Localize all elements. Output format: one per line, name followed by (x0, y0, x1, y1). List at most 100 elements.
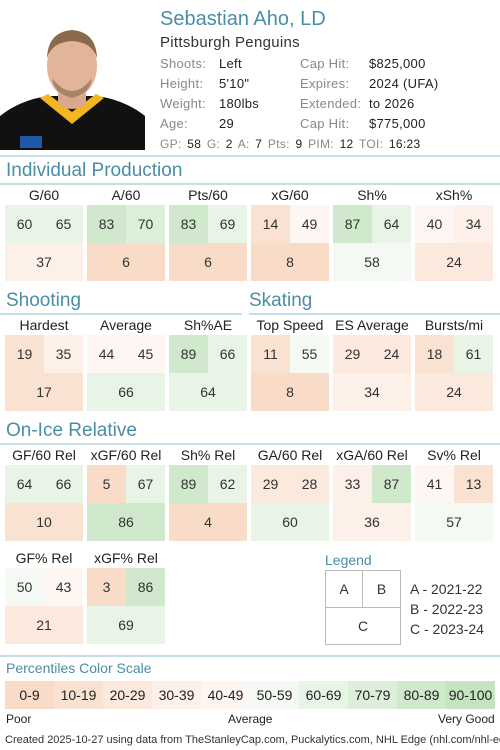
metric-card: A/60 83 70 6 (87, 185, 165, 283)
metric-value-a: 19 (5, 335, 44, 373)
metric-value-a: 29 (333, 335, 372, 373)
metric-label: Hardest (19, 317, 69, 333)
metric-label: xGF/60 Rel (90, 447, 162, 463)
metric-card: xGF% Rel 3 86 69 (87, 548, 165, 646)
metric-value-a: 5 (87, 465, 126, 503)
metric-card: Sv% Rel 41 13 57 (415, 445, 493, 543)
metric-value-a: 44 (87, 335, 126, 373)
metric-label: GF/60 Rel (12, 447, 76, 463)
metric-value-b: 65 (44, 205, 83, 243)
metric-label: xSh% (435, 187, 473, 203)
metric-value-b: 43 (44, 568, 83, 606)
metric-value-c: 69 (87, 606, 165, 644)
metric-value-a: 33 (333, 465, 372, 503)
metric-value-c: 57 (415, 503, 493, 541)
metric-label: Bursts/mi (424, 317, 484, 333)
divider-skating (249, 313, 500, 315)
player-name: Sebastian Aho, LD (160, 8, 326, 30)
metric-value-c: 8 (251, 243, 329, 281)
metric-value-c: 66 (87, 373, 165, 411)
scale-bucket: 10-19 (54, 681, 103, 709)
metric-value-b: 64 (372, 205, 411, 243)
expires-label: Expires: (300, 76, 350, 91)
divider-production (0, 183, 500, 185)
caphit-label: Cap Hit: (300, 56, 350, 71)
metric-value-b: 70 (126, 205, 165, 243)
footer-credits: Created 2025-10-27 using data from TheSt… (5, 734, 500, 746)
shoots-info: Shoots: (160, 56, 207, 71)
metric-card: Bursts/mi 18 61 24 (415, 315, 493, 413)
metric-value-a: 40 (415, 205, 454, 243)
metric-value-c: 21 (5, 606, 83, 644)
metric-value-c: 4 (169, 503, 247, 541)
metric-value-b: 55 (290, 335, 329, 373)
legend-box-a: A (325, 570, 363, 608)
metric-card: Hardest 19 35 17 (5, 315, 83, 413)
metric-value-a: 83 (169, 205, 208, 243)
player-headshot-icon (0, 8, 145, 150)
scale-bucket: 60-69 (299, 681, 348, 709)
metric-card: Top Speed 11 55 8 (251, 315, 329, 413)
height-info: Height: (160, 76, 204, 91)
metric-card: Sh% 87 64 58 (333, 185, 411, 283)
age-value: 29 (219, 116, 235, 131)
metric-card: Average 44 45 66 (87, 315, 165, 413)
divider-shooting (0, 313, 242, 315)
metric-value-b: 24 (372, 335, 411, 373)
metric-value-c: 10 (5, 503, 83, 541)
metric-card: GF% Rel 50 43 21 (5, 548, 83, 646)
metric-value-b: 13 (454, 465, 493, 503)
extended-value: to 2026 (369, 96, 415, 111)
metric-label: Pts/60 (188, 187, 228, 203)
metric-card: ES Average 29 24 34 (333, 315, 411, 413)
expires-value: 2024 (UFA) (369, 76, 439, 91)
caphit2-label: Cap Hit: (300, 116, 350, 131)
metric-value-a: 64 (5, 465, 44, 503)
caphit-value: $825,000 (369, 56, 426, 71)
metric-card: xGF/60 Rel 5 67 86 (87, 445, 165, 543)
metric-card: xSh% 40 34 24 (415, 185, 493, 283)
metric-value-b: 66 (44, 465, 83, 503)
metric-value-b: 45 (126, 335, 165, 373)
metric-value-c: 17 (5, 373, 83, 411)
scale-bucket: 50-59 (250, 681, 299, 709)
metric-value-b: 67 (126, 465, 165, 503)
metric-card: Sh% Rel 89 62 4 (169, 445, 247, 543)
metric-value-a: 11 (251, 335, 290, 373)
metric-card: xG/60 14 49 8 (251, 185, 329, 283)
metric-value-b: 62 (208, 465, 247, 503)
legend-b-text: B - 2022-23 (410, 601, 484, 617)
scale-bucket: 90-100 (446, 681, 495, 709)
metric-label: Sh% (357, 187, 387, 203)
section-skating: Skating (249, 290, 313, 311)
metric-value-a: 29 (251, 465, 290, 503)
metric-value-c: 8 (251, 373, 329, 411)
age-info: Age: (160, 116, 188, 131)
metric-value-a: 14 (251, 205, 290, 243)
scale-bucket: 30-39 (152, 681, 201, 709)
legend-c-text: C - 2023-24 (410, 621, 484, 637)
metric-label: GF% Rel (15, 550, 73, 566)
metric-label: GA/60 Rel (257, 447, 323, 463)
extended-label: Extended: (300, 96, 362, 111)
metric-label: xG/60 (271, 187, 309, 203)
metric-value-c: 64 (169, 373, 247, 411)
metric-value-c: 24 (415, 373, 493, 411)
metric-label: Top Speed (256, 317, 324, 333)
metric-label: xGF% Rel (94, 550, 158, 566)
metric-card: xGA/60 Rel 33 87 36 (333, 445, 411, 543)
metric-value-b: 34 (454, 205, 493, 243)
scale-bucket: 20-29 (103, 681, 152, 709)
metric-value-b: 35 (44, 335, 83, 373)
shoots-value: Left (219, 56, 242, 71)
metric-value-b: 86 (126, 568, 165, 606)
height-value: 5'10" (219, 76, 250, 91)
legend-a-text: A - 2021-22 (410, 581, 483, 597)
metric-value-c: 60 (251, 503, 329, 541)
caphit2-value: $775,000 (369, 116, 426, 131)
legend-title: Legend (325, 552, 372, 568)
weight-info: Weight: (160, 96, 206, 111)
metric-value-c: 24 (415, 243, 493, 281)
metric-value-c: 34 (333, 373, 411, 411)
metric-value-a: 89 (169, 465, 208, 503)
